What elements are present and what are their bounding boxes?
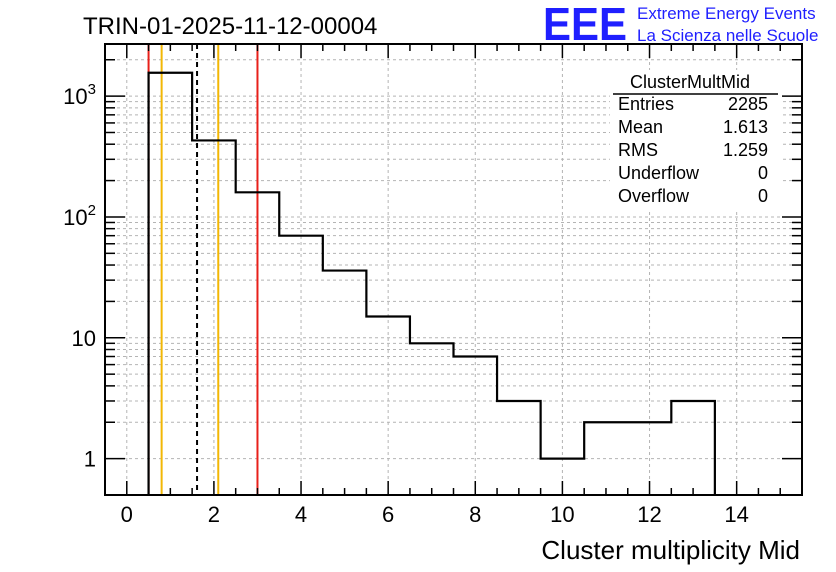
eee-logo: EEE Extreme Energy Events La Scienza nel…: [543, 0, 818, 50]
y-tick-label: 103: [63, 81, 96, 109]
chart-title: TRIN-01-2025-11-12-00004: [83, 13, 377, 40]
logo-line1: Extreme Energy Events: [637, 4, 816, 23]
marker-lines: [147, 44, 259, 495]
stats-box-title: ClusterMultMid: [630, 72, 750, 92]
histogram-bin: [323, 271, 367, 495]
stats-value-mean: 1.613: [723, 117, 768, 137]
histogram-bin: [497, 401, 541, 495]
x-tick-label: 12: [637, 502, 661, 527]
histogram-bin: [454, 357, 498, 495]
x-tick-label: 10: [550, 502, 574, 527]
x-tick-label: 4: [295, 502, 307, 527]
y-tick-label: 1: [84, 447, 96, 472]
y-tick-labels: 1 10 102 103: [63, 81, 96, 472]
stats-label-overflow: Overflow: [618, 186, 690, 206]
axis-ticks: [105, 44, 803, 495]
x-tick-labels: 0 2 4 6 8 10 12 14: [121, 502, 749, 527]
stats-label-mean: Mean: [618, 117, 663, 137]
stats-value-underflow: 0: [758, 163, 768, 183]
stats-label-underflow: Underflow: [618, 163, 700, 183]
histogram-bin: [410, 343, 454, 495]
histogram-bin: [149, 73, 193, 495]
logo-mark: EEE: [543, 0, 627, 50]
stats-label-rms: RMS: [618, 140, 658, 160]
stats-value-rms: 1.259: [723, 140, 768, 160]
stats-value-overflow: 0: [758, 186, 768, 206]
x-tick-label: 8: [469, 502, 481, 527]
stats-box: ClusterMultMid Entries 2285 Mean 1.613 R…: [610, 70, 782, 210]
x-tick-label: 6: [382, 502, 394, 527]
y-tick-label: 10: [72, 326, 96, 351]
logo-line2: La Scienza nelle Scuole: [637, 26, 818, 45]
histogram-outline: [147, 71, 716, 495]
stats-label-entries: Entries: [618, 94, 674, 114]
stats-value-entries: 2285: [728, 94, 768, 114]
x-tick-label: 14: [724, 502, 748, 527]
x-axis-title: Cluster multiplicity Mid: [541, 535, 800, 565]
histogram-bin: [671, 401, 715, 495]
x-tick-label: 0: [121, 502, 133, 527]
y-tick-label: 102: [63, 202, 96, 230]
x-tick-label: 2: [208, 502, 220, 527]
